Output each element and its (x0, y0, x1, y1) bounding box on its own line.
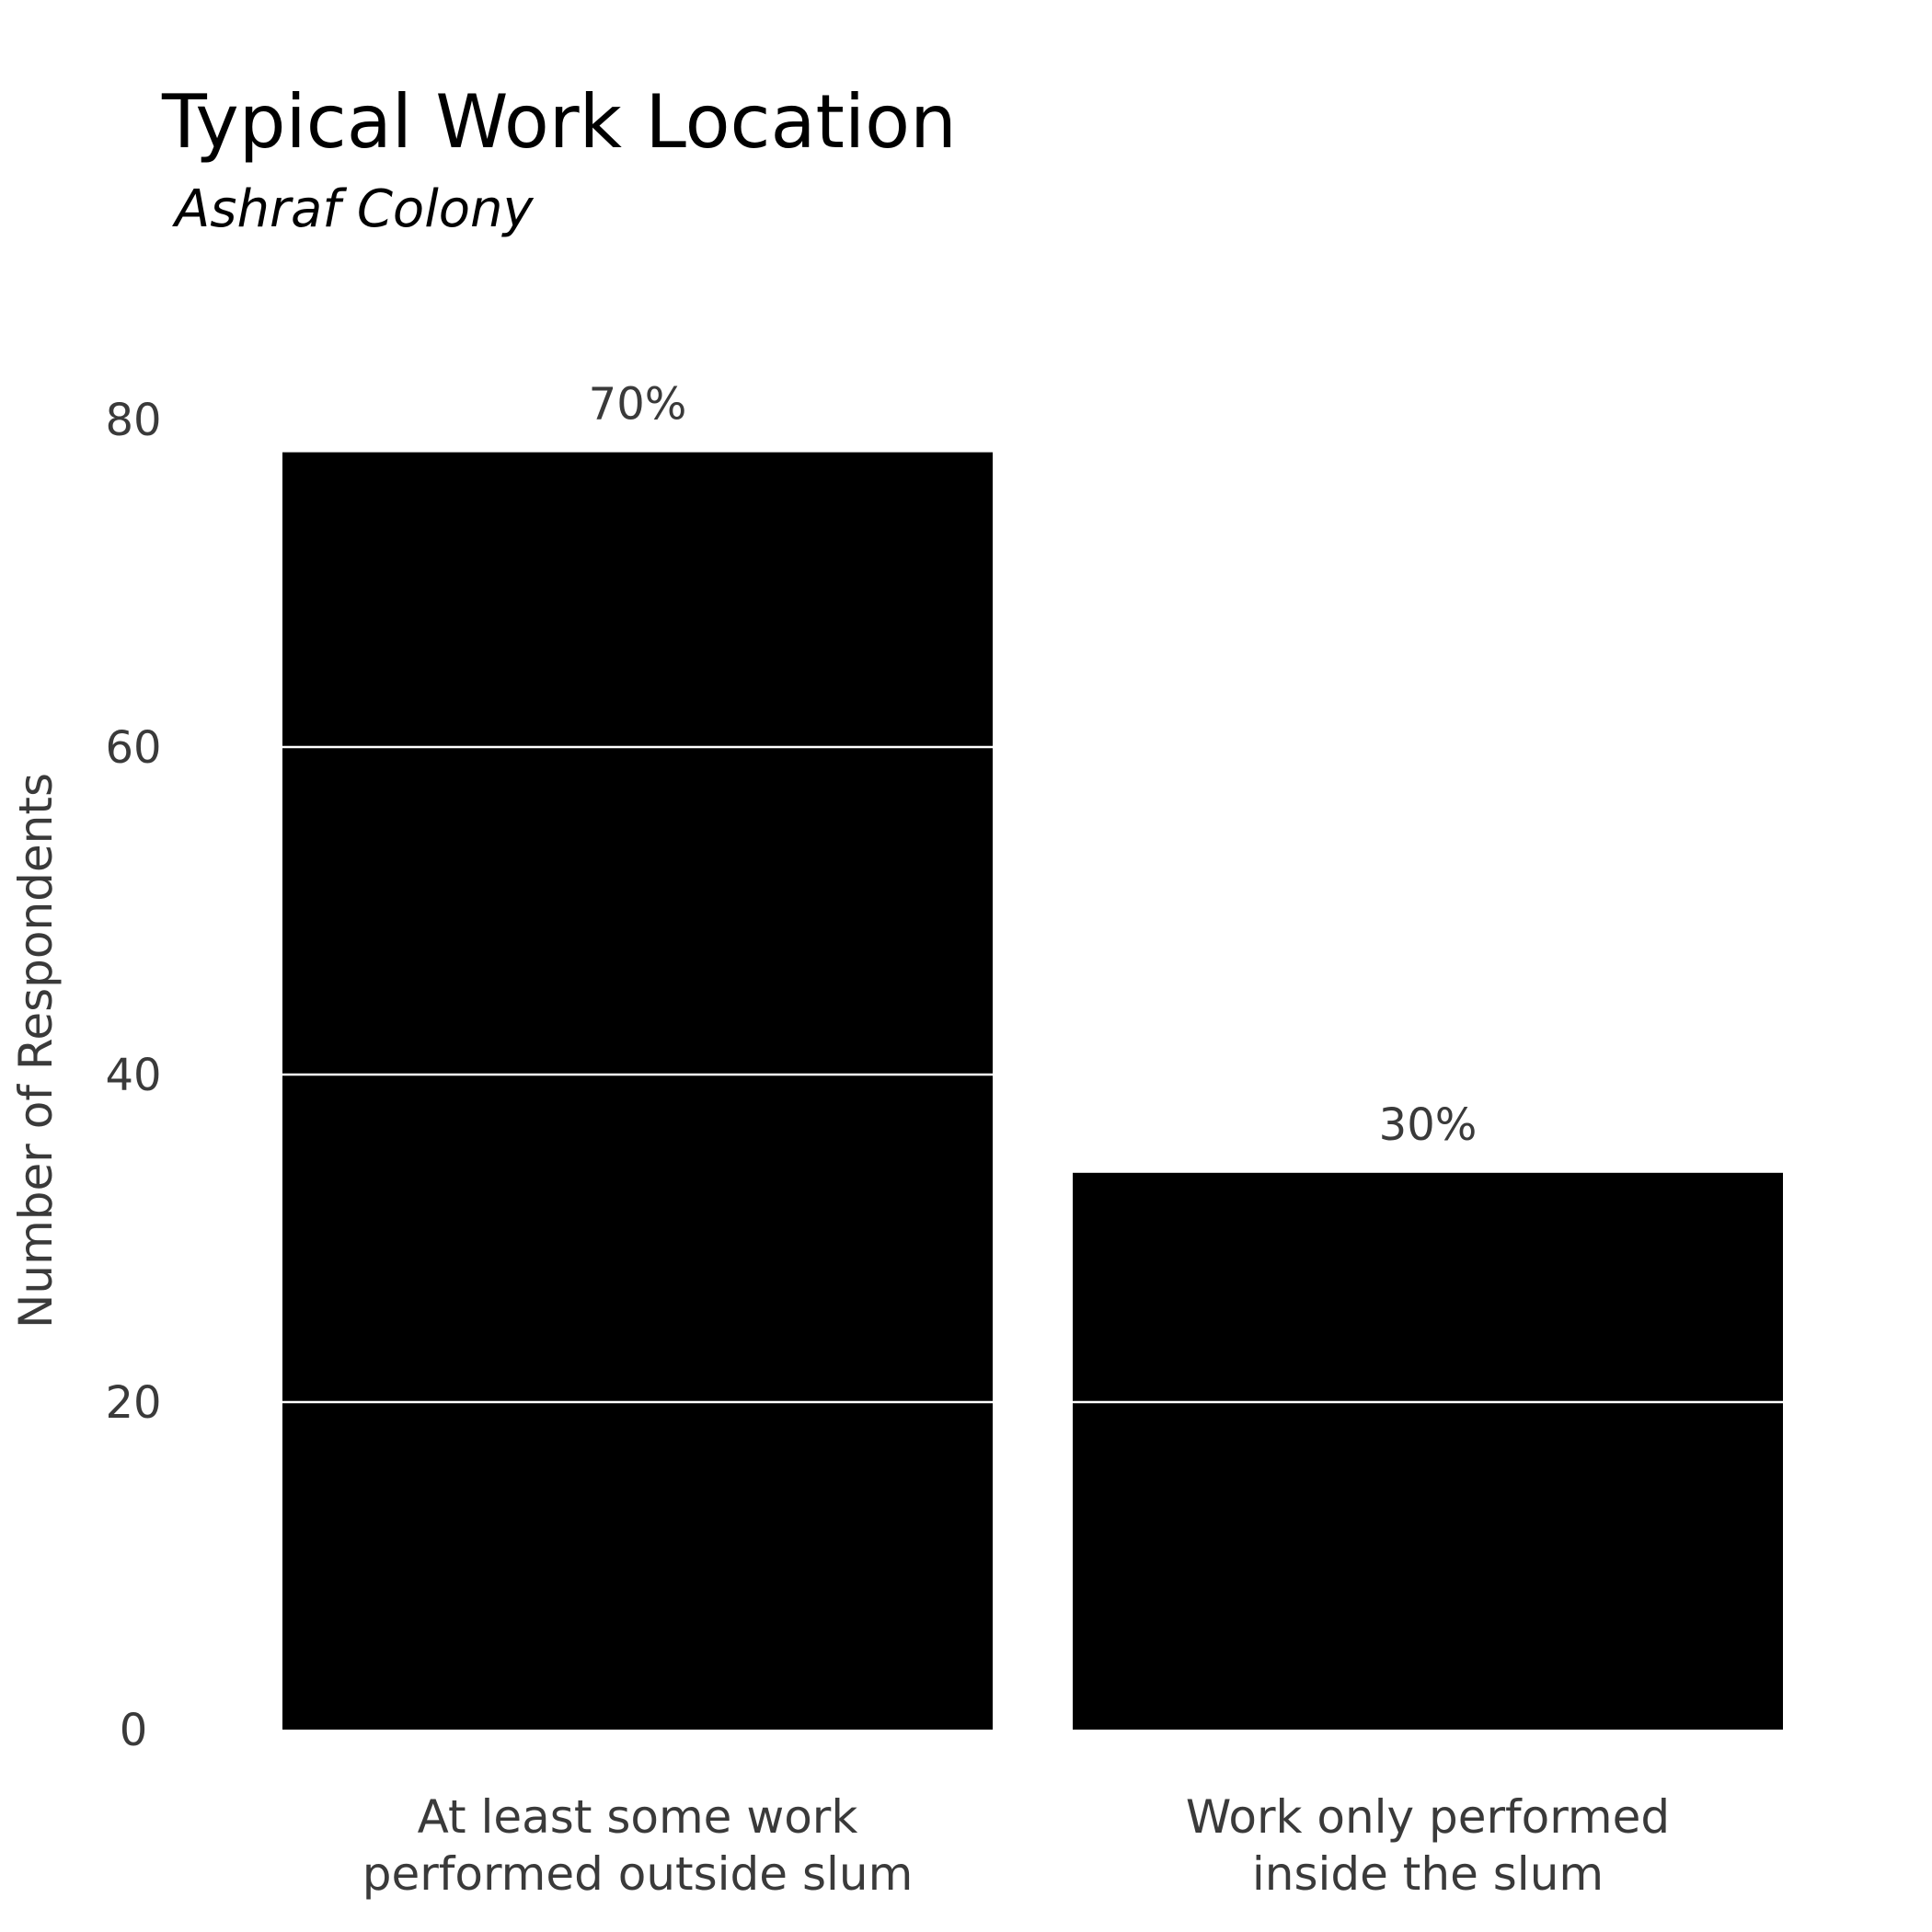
bar-0 (282, 452, 993, 1731)
bar-1 (1073, 1172, 1783, 1730)
y-tick-label-0: 0 (120, 1705, 148, 1756)
y-axis-ticks: 0 20 40 60 80 (105, 395, 161, 1756)
gridlines (282, 745, 1783, 1404)
chart-subtitle: Ashraf Colony (172, 179, 535, 239)
x-tick-label-0-line-1: performed outside slum (362, 1847, 914, 1901)
x-tick-label-1-line-1: inside the slum (1252, 1847, 1604, 1901)
data-labels: 70% 30% (589, 379, 1478, 1151)
x-tick-label-1-line-0: Work only performed (1186, 1790, 1670, 1844)
chart-title: Typical Work Location (161, 79, 957, 165)
y-tick-label-80: 80 (105, 395, 161, 446)
y-tick-label-40: 40 (105, 1050, 161, 1101)
bars (282, 452, 1783, 1731)
y-tick-label-20: 20 (105, 1377, 161, 1429)
data-label-0: 70% (589, 379, 687, 431)
y-tick-label-60: 60 (105, 722, 161, 774)
x-tick-label-0-line-0: At least some work (418, 1790, 858, 1844)
data-label-1: 30% (1379, 1099, 1478, 1151)
y-axis-title: Number of Respondents (9, 773, 63, 1328)
